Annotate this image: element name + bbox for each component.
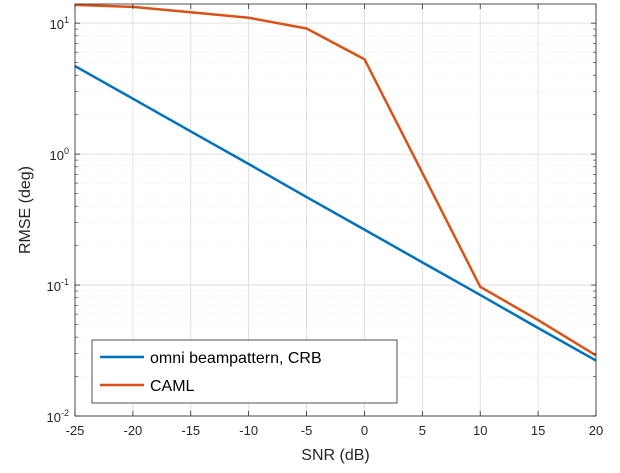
x-tick-label: -25 (66, 423, 85, 438)
x-tick-label: -10 (239, 423, 258, 438)
x-tick-label: -15 (181, 423, 200, 438)
y-tick-label: 100 (50, 146, 69, 163)
y-tick-label: 10-2 (47, 408, 69, 425)
y-tick-label: 101 (50, 15, 69, 32)
x-tick-label: -5 (301, 423, 313, 438)
x-tick-label: 20 (589, 423, 603, 438)
legend-box (91, 339, 398, 404)
x-tick-label: -20 (123, 423, 142, 438)
x-tick-label: 10 (473, 423, 487, 438)
series-line-1 (74, 64, 597, 362)
x-tick-label: 0 (361, 423, 368, 438)
axes: 10-2 10-1 100 101 -25 -20 -15 -10 -5 0 5 10 15 20 (47, 4, 603, 438)
series-line-2 (74, 3, 597, 357)
legend-label: omni beampattern, CRB (150, 350, 322, 367)
x-axis-label: SNR (dB) (301, 447, 369, 464)
plot-frame (74, 3, 597, 417)
y-axis-label: RMSE (deg) (17, 166, 34, 254)
series-layer (74, 3, 597, 362)
x-tick-label: 15 (531, 423, 545, 438)
y-tick-label: 10-1 (47, 277, 69, 294)
x-tick-label: 5 (419, 423, 426, 438)
legend-label: CAML (150, 378, 195, 395)
legend: omni beampattern, CRB CAML (91, 339, 398, 404)
